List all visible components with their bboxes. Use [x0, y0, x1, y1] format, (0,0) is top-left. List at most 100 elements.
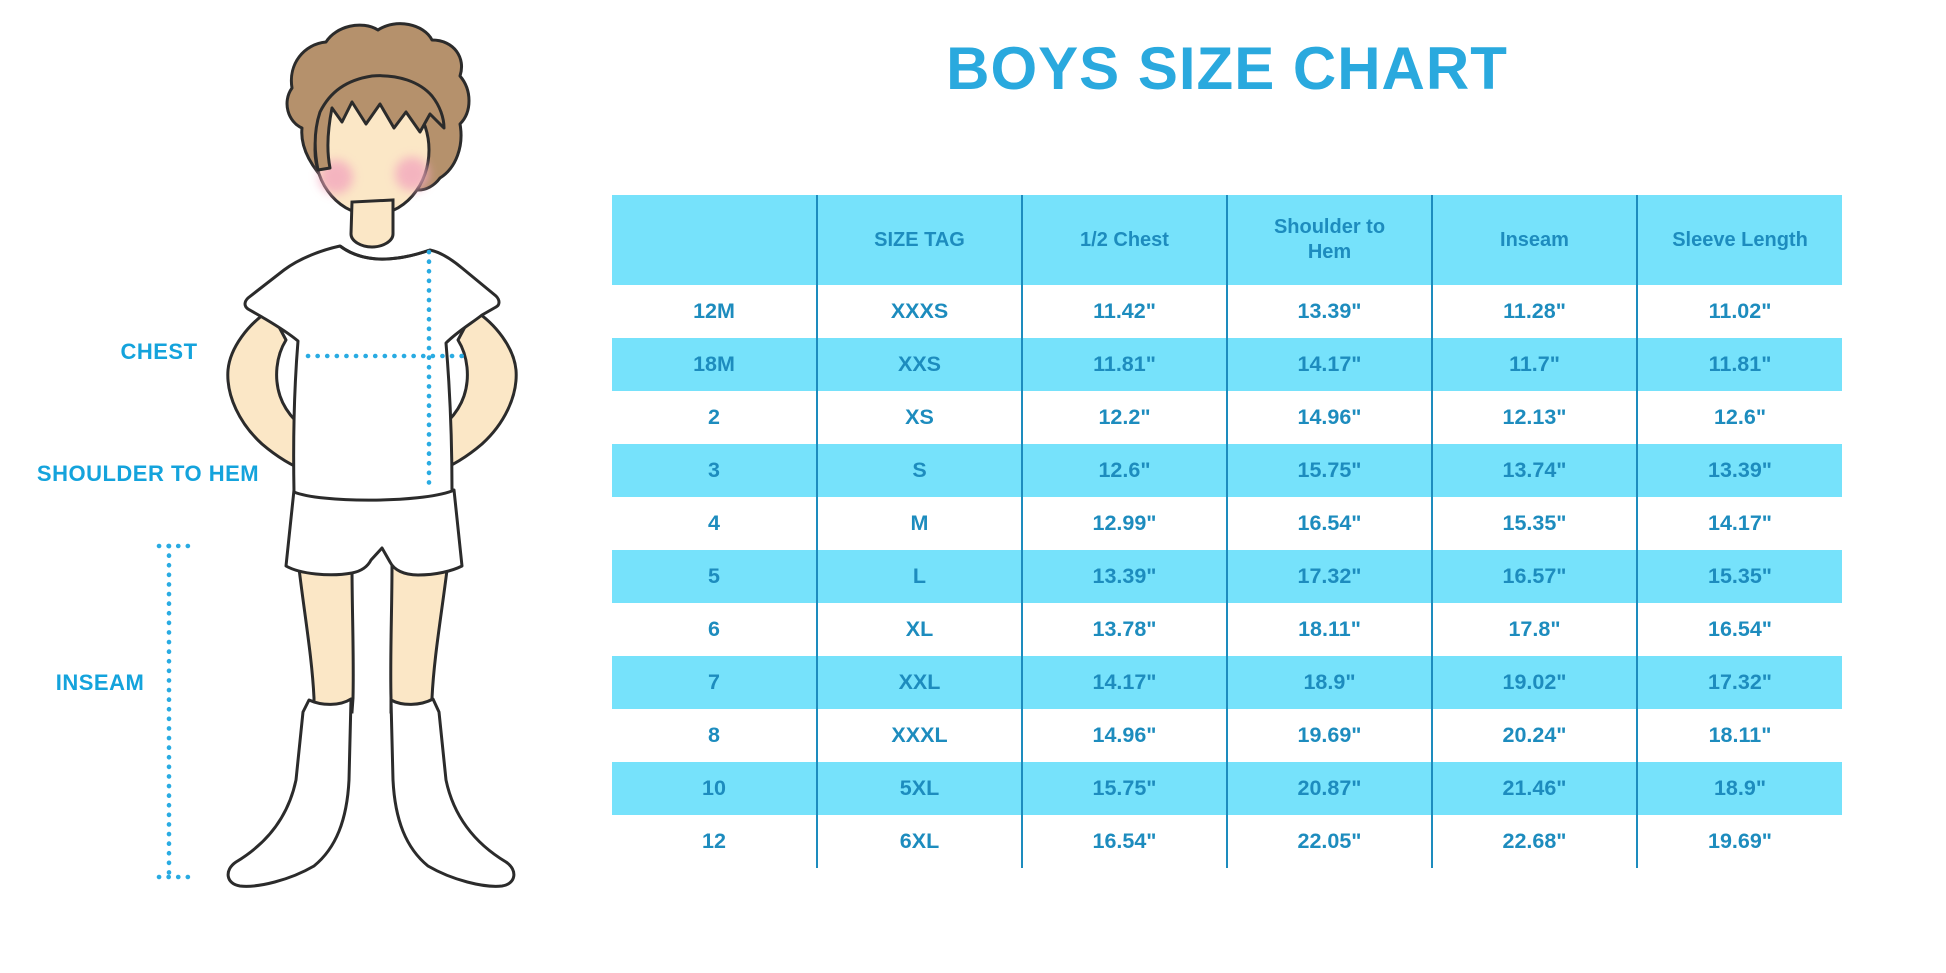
table-cell: 22.05" — [1226, 815, 1432, 868]
neck-shape — [349, 198, 395, 249]
column-header-1: SIZE TAG — [816, 195, 1022, 285]
table-cell: 11.81" — [1021, 338, 1227, 391]
table-cell: 11.81" — [1636, 338, 1842, 391]
left-leg-shape — [296, 558, 355, 714]
collar-line — [339, 244, 431, 261]
table-cell: 18M — [612, 338, 817, 391]
table-cell: 15.35" — [1636, 550, 1842, 603]
chest-label: CHEST — [120, 339, 198, 364]
table-cell: 22.68" — [1431, 815, 1637, 868]
left-sock-shape — [226, 697, 353, 888]
table-row: 3 S 12.6" 15.75" 13.74" 13.39" — [612, 444, 1842, 497]
table-cell: XXS — [816, 338, 1022, 391]
table-row: 12M XXXS 11.42" 13.39" 11.28" 11.02" — [612, 285, 1842, 338]
table-cell: 16.54" — [1636, 603, 1842, 656]
size-table: SIZE TAG 1/2 Chest Shoulder to Hem Inseam Sl… — [612, 195, 1842, 868]
table-cell: L — [816, 550, 1022, 603]
table-cell: S — [816, 444, 1022, 497]
table-cell: 11.02" — [1636, 285, 1842, 338]
table-cell: 14.17" — [1226, 338, 1432, 391]
table-cell: 13.78" — [1021, 603, 1227, 656]
table-cell: 18.11" — [1636, 709, 1842, 762]
table-cell: 12.13" — [1431, 391, 1637, 444]
table-cell: XXL — [816, 656, 1022, 709]
table-cell: XS — [816, 391, 1022, 444]
table-row: 2 XS 12.2" 14.96" 12.13" 12.6" — [612, 391, 1842, 444]
size-table-body: 12M XXXS 11.42" 13.39" 11.28" 11.02" 18M XXS 11.… — [612, 285, 1842, 868]
table-cell: 16.57" — [1431, 550, 1637, 603]
size-table-head: SIZE TAG 1/2 Chest Shoulder to Hem Inseam Sl… — [612, 195, 1842, 285]
hair-fringe — [313, 74, 446, 172]
table-row: 10 5XL 15.75" 20.87" 21.46" 18.9" — [612, 762, 1842, 815]
shorts-shape — [284, 488, 464, 577]
table-cell: 12 — [702, 829, 726, 853]
table-cell: M — [816, 497, 1022, 550]
table-cell: 5XL — [816, 762, 1022, 815]
table-cell: 5 — [612, 550, 817, 603]
table-cell: 14.96" — [1226, 391, 1432, 444]
boy-illustration — [156, 22, 518, 888]
header-row: SIZE TAG 1/2 Chest Shoulder to Hem Inseam Sl… — [612, 195, 1842, 285]
page-title: BOYS SIZE CHART — [946, 35, 1508, 102]
table-cell: 6XL — [816, 815, 1022, 868]
table-cell: 15.75" — [1226, 444, 1432, 497]
table-cell: 7 — [612, 656, 817, 709]
table-cell: 16.54" — [1021, 815, 1227, 868]
right-leg-shape — [389, 560, 450, 714]
table-cell: 12.99" — [1021, 497, 1227, 550]
table-cell: 12.6" — [1021, 444, 1227, 497]
table-cell: 20.24" — [1431, 709, 1637, 762]
table-row: 12 6XL 16.54" 22.05" 22.68" 19.69" — [612, 815, 1842, 868]
table-row: 18M XXS 11.81" 14.17" 11.7" 11.81" — [612, 338, 1842, 391]
table-cell: 14.96" — [1021, 709, 1227, 762]
table-cell: 11.42" — [1021, 285, 1227, 338]
table-cell: XL — [816, 603, 1022, 656]
blush-right — [395, 157, 429, 191]
column-header-2: 1/2 Chest — [1021, 195, 1227, 285]
table-cell: 6 — [708, 617, 720, 641]
table-cell: 12.2" — [1021, 391, 1227, 444]
tshirt-shape — [243, 244, 501, 502]
inseam-label: INSEAM — [55, 670, 145, 695]
table-cell: 3 — [612, 444, 817, 497]
table-cell: 17.8" — [1431, 603, 1637, 656]
table-row: 4 M 12.99" 16.54" 15.35" 14.17" — [612, 497, 1842, 550]
column-header-4: Inseam — [1431, 195, 1637, 285]
right-sock-shape — [389, 697, 516, 888]
table-cell: 8 — [708, 723, 720, 747]
table-cell: 10 — [612, 762, 817, 815]
table-cell: XXXL — [816, 709, 1022, 762]
table-cell: 16.54" — [1226, 497, 1432, 550]
table-cell: 17.32" — [1636, 656, 1842, 709]
table-cell: 13.74" — [1431, 444, 1637, 497]
table-cell: 19.69" — [1226, 709, 1432, 762]
table-cell: 11.7" — [1431, 338, 1637, 391]
table-cell: 17.32" — [1226, 550, 1432, 603]
column-header-0 — [612, 195, 817, 285]
shoulder-to-hem-label: SHOULDER TO HEM — [36, 461, 260, 486]
table-cell: 21.46" — [1431, 762, 1637, 815]
column-header-5: Sleeve Length — [1636, 195, 1842, 285]
table-cell: 19.69" — [1636, 815, 1842, 868]
table-cell: 13.39" — [1636, 444, 1842, 497]
table-cell: 14.17" — [1021, 656, 1227, 709]
table-row: 5 L 13.39" 17.32" 16.57" 15.35" — [612, 550, 1842, 603]
table-cell: 20.87" — [1226, 762, 1432, 815]
table-row: 7 XXL 14.17" 18.9" 19.02" 17.32" — [612, 656, 1842, 709]
table-cell: 12M — [693, 299, 735, 323]
column-header-3: Shoulder to Hem — [1226, 195, 1432, 285]
table-row: 6 XL 13.78" 18.11" 17.8" 16.54" — [612, 603, 1842, 656]
table-cell: 15.35" — [1431, 497, 1637, 550]
table-cell: 18.11" — [1226, 603, 1432, 656]
table-cell: XXXS — [816, 285, 1022, 338]
table-cell: 18.9" — [1636, 762, 1842, 815]
table-cell: 14.17" — [1636, 497, 1842, 550]
table-cell: 4 — [708, 511, 720, 535]
table-cell: 2 — [708, 405, 720, 429]
table-cell: 13.39" — [1021, 550, 1227, 603]
table-cell: 19.02" — [1431, 656, 1637, 709]
table-cell: 18.9" — [1226, 656, 1432, 709]
table-cell: 15.75" — [1021, 762, 1227, 815]
table-cell: 11.28" — [1431, 285, 1637, 338]
